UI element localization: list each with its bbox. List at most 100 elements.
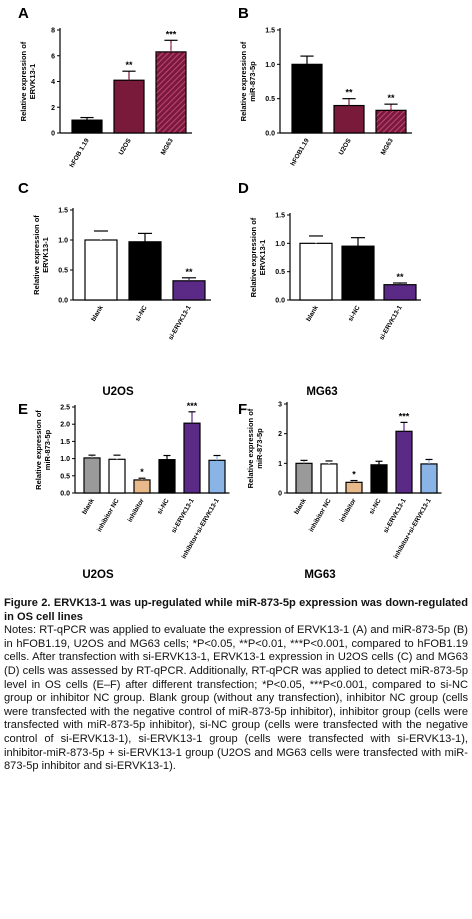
y-tick-label-a: 4 (51, 79, 55, 86)
category-label-e: si-NC (156, 497, 171, 515)
category-label-a: MG63 (160, 137, 175, 156)
significance-mark-b: ** (345, 88, 353, 98)
panel-label-f: F (238, 401, 247, 418)
category-label-c: si-NC (134, 304, 149, 322)
bar-f (295, 462, 313, 494)
y-axis-label-b: miR-873-5p (248, 61, 257, 102)
category-label-a: U2OS (118, 137, 133, 156)
category-label-d: si-NC (347, 304, 362, 322)
y-axis-label-d: ERVK13-1 (258, 240, 267, 276)
bar-c (128, 241, 162, 301)
y-tick-label-e: 2.0 (60, 422, 70, 429)
y-tick-label-a: 0 (51, 131, 55, 138)
y-tick-label-c: 1.5 (58, 208, 68, 215)
bar-b (333, 104, 365, 134)
category-label-e: blank (81, 497, 96, 516)
y-axis-label-c: ERVK13-1 (41, 237, 50, 273)
y-tick-label-f: 0 (278, 491, 282, 498)
significance-mark-a: ** (125, 60, 133, 70)
y-tick-label-e: 1.0 (60, 456, 70, 463)
y-axis-label-d: Relative expression of (249, 217, 258, 297)
bar-e (183, 422, 201, 494)
y-tick-label-d: 1.5 (275, 213, 285, 220)
category-label-f: si-ERVK13-1 (382, 497, 408, 534)
y-axis-label-c: Relative expression of (32, 215, 41, 295)
y-tick-label-c: 1.0 (58, 238, 68, 245)
y-tick-label-d: 0.0 (275, 298, 285, 305)
bar-f (395, 430, 413, 494)
significance-mark-c: ** (185, 267, 193, 277)
panel-label-a: A (18, 5, 29, 22)
panel-label-e: E (18, 401, 28, 418)
y-tick-label-a: 8 (51, 28, 55, 35)
y-tick-label-e: 0.5 (60, 473, 70, 480)
bar-e (108, 458, 126, 494)
y-axis-label-e: miR-873-5p (43, 429, 52, 470)
y-tick-label-c: 0.0 (58, 298, 68, 305)
y-tick-label-f: 1 (278, 461, 282, 468)
bar-c (172, 280, 206, 301)
y-axis-label-a: Relative expression of (19, 41, 28, 121)
y-tick-label-e: 0.0 (60, 491, 70, 498)
category-label-b: MG63 (380, 137, 395, 156)
significance-mark-a: *** (166, 29, 177, 39)
bar-f (420, 463, 438, 494)
bar-e (133, 479, 151, 494)
category-label-f: blank (293, 497, 308, 516)
y-tick-label-b: 0.5 (265, 96, 275, 103)
y-tick-label-b: 1.0 (265, 62, 275, 69)
y-tick-label-f: 3 (278, 402, 282, 409)
bar-d (383, 284, 417, 301)
y-axis-label-a: ERVK13-1 (28, 64, 37, 100)
cell-line-label-e: U2OS (82, 569, 114, 581)
significance-mark-f: * (352, 470, 356, 480)
category-label-f: si-NC (368, 497, 383, 515)
figure-caption: Figure 2. ERVK13-1 was up-regulated whil… (4, 597, 468, 774)
significance-mark-f: *** (399, 411, 410, 421)
category-label-a: hFOB 1.19 (69, 137, 91, 169)
y-tick-label-b: 0.0 (265, 131, 275, 138)
bar-d (341, 245, 375, 301)
cell-line-label-c: U2OS (102, 386, 134, 398)
bar-a (113, 79, 145, 134)
significance-mark-e: *** (187, 401, 198, 411)
y-tick-label-e: 1.5 (60, 439, 70, 446)
y-tick-label-e: 2.5 (60, 405, 70, 412)
cell-line-label-d: MG63 (306, 386, 337, 398)
panel-label-d: D (238, 180, 249, 197)
category-label-b: U2OS (338, 137, 353, 156)
caption-title: Figure 2. ERVK13-1 was up-regulated whil… (4, 597, 468, 623)
y-tick-label-d: 1.0 (275, 241, 285, 248)
y-tick-label-c: 0.5 (58, 268, 68, 275)
category-label-d: si-ERVK13-1 (378, 304, 404, 341)
y-tick-label-f: 2 (278, 431, 282, 438)
y-tick-label-b: 1.5 (265, 28, 275, 35)
category-label-c: si-ERVK13-1 (167, 304, 193, 341)
category-label-e: inhibitor (127, 497, 146, 523)
panel-label-c: C (18, 180, 29, 197)
bar-c (84, 239, 118, 301)
bar-e (158, 459, 176, 494)
significance-mark-d: ** (396, 272, 404, 282)
caption-notes: Notes: RT-qPCR was applied to evaluate t… (4, 624, 468, 773)
bar-a (155, 51, 187, 134)
bar-f (370, 464, 388, 494)
significance-mark-e: * (140, 467, 144, 477)
y-tick-label-a: 2 (51, 105, 55, 112)
y-tick-label-a: 6 (51, 53, 55, 60)
bar-e (208, 459, 226, 494)
y-axis-label-e: Relative expression of (34, 410, 43, 490)
y-tick-label-d: 0.5 (275, 269, 285, 276)
significance-mark-b: ** (387, 93, 395, 103)
bar-d (299, 242, 333, 301)
y-axis-label-f: Relative expression of (246, 408, 255, 488)
category-label-e: si-ERVK13-1 (170, 497, 196, 534)
y-axis-label-f: miR-873-5p (255, 428, 264, 469)
panel-label-b: B (238, 5, 249, 22)
bar-a (71, 119, 103, 134)
bar-b (375, 109, 407, 134)
bar-f (345, 481, 363, 494)
bar-e (83, 457, 101, 494)
bar-f (320, 463, 338, 494)
